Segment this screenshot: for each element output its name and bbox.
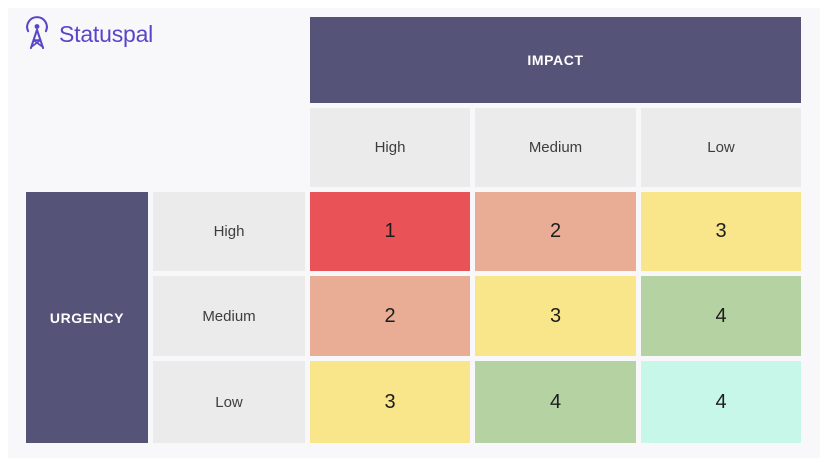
brand-name: Statuspal bbox=[59, 20, 154, 47]
row-header-medium: Medium bbox=[153, 276, 305, 356]
cell-urgency-high-impact-high: 1 bbox=[310, 192, 470, 271]
row-header-low: Low bbox=[153, 361, 305, 443]
cell-urgency-medium-impact-medium: 3 bbox=[475, 276, 636, 356]
col-header-medium: Medium bbox=[475, 108, 636, 187]
cell-urgency-low-impact-high: 3 bbox=[310, 361, 470, 443]
cell-urgency-low-impact-low: 4 bbox=[641, 361, 801, 443]
urgency-header: URGENCY bbox=[26, 192, 148, 443]
cell-urgency-high-impact-low: 3 bbox=[641, 192, 801, 271]
impact-header: IMPACT bbox=[310, 17, 801, 103]
page-background: Statuspal IMPACT High Medium Low URGENCY… bbox=[8, 8, 820, 458]
col-header-low: Low bbox=[641, 108, 801, 187]
col-header-high: High bbox=[310, 108, 470, 187]
cell-urgency-medium-impact-low: 4 bbox=[641, 276, 801, 356]
row-header-high: High bbox=[153, 192, 305, 271]
cell-urgency-medium-impact-high: 2 bbox=[310, 276, 470, 356]
cell-urgency-low-impact-medium: 4 bbox=[475, 361, 636, 443]
antenna-icon bbox=[22, 16, 52, 52]
priority-matrix: IMPACT High Medium Low URGENCY High 1 2 … bbox=[26, 17, 801, 443]
statuspal-logo[interactable]: Statuspal bbox=[22, 16, 153, 52]
cell-urgency-high-impact-medium: 2 bbox=[475, 192, 636, 271]
